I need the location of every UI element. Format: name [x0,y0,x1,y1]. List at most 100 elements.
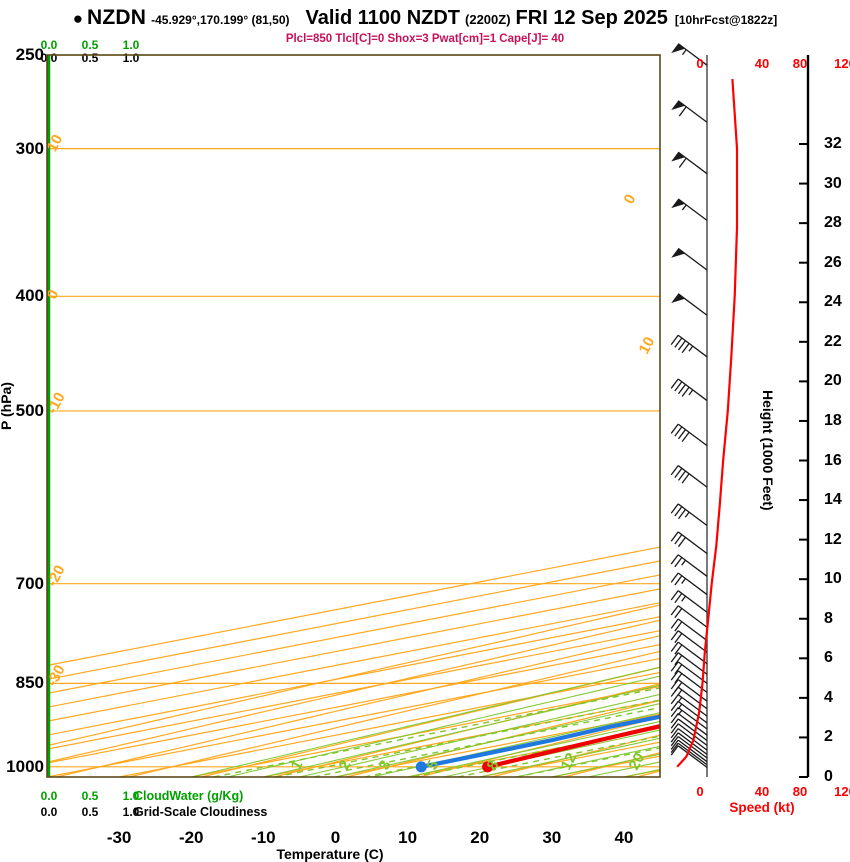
wind-barb [671,573,707,595]
mixing-ratio-label: 5 [424,758,443,773]
barb-full [671,719,678,728]
wind-barb [671,591,707,613]
pressure-tick-label: 700 [0,574,44,594]
valid-time-zulu: (2200Z) [465,12,511,27]
speed-tick-label: 120 [834,56,850,71]
barb-staff [678,555,707,577]
temperature-tick-label: 10 [398,828,417,848]
barb-full [679,107,686,116]
barb-staff [678,719,707,741]
station-marker-icon: ● [73,10,83,27]
speed-axis-title: Speed (kt) [729,800,794,815]
isotherm-label-right: 10 [636,334,659,357]
speed-tick-label: 0 [696,56,703,71]
height-tick-label: 0 [824,768,833,786]
height-tick-label: 8 [824,610,833,628]
wind-barb [671,424,707,446]
barb-staff [678,466,707,488]
barb-pennant [671,101,685,110]
cloudwater-top-green-label: 1.0 [123,38,140,52]
forecast-stamp: [10hrFcst@1822z] [675,13,777,27]
barb-staff [678,424,707,446]
barb-full [679,158,686,167]
barb-pennant [671,199,685,208]
barb-half [689,390,693,395]
wind-barb [671,379,707,401]
height-tick-label: 20 [824,372,842,390]
wind-barb-canvas [660,55,714,777]
plot-frame [47,55,660,777]
wind-barb [671,532,707,554]
height-tick-label: 28 [824,214,842,232]
barb-pennant [671,248,685,257]
station-id: NZDN [87,6,146,30]
cloudwater-legend: CloudWater (g/Kg) [134,789,243,803]
height-tick-label: 32 [824,135,842,153]
cloudwater-top-green-label: 0.5 [82,38,99,52]
wind-barb [671,619,707,641]
height-tick-label: 14 [824,491,842,509]
barb-half [682,596,686,601]
temperature-tick-label: -20 [179,828,204,848]
barb-staff [678,532,707,554]
barb-half [682,578,686,583]
speed-tick-label: 80 [793,784,807,799]
temperature-tick-label: 0 [331,828,340,848]
pressure-tick-label: 250 [0,45,44,65]
speed-tick-label: 120 [834,784,850,799]
height-tick-label: 30 [824,175,842,193]
barb-staff [678,707,707,729]
height-tick-label: 12 [824,531,842,549]
temperature-tick-label: -30 [107,828,132,848]
barb-half [682,50,686,55]
temperature-tick-label: -10 [251,828,276,848]
barb-pennant [671,294,685,303]
wind-barb [671,335,707,357]
cloudwater-top-green-label: 0.0 [41,38,58,52]
pressure-tick-label: 300 [0,139,44,159]
height-tick-label: 24 [824,293,842,311]
wind-barb [671,294,707,316]
barb-staff [678,619,707,641]
header-title-row: ● NZDN -45.929°,170.199° (81,50) Valid 1… [0,6,850,30]
barb-half [682,560,686,565]
temperature-tick-label: 30 [542,828,561,848]
wind-barb-panel [660,55,714,777]
height-tick-label: 18 [824,412,842,430]
valid-date: FRI 12 Sep 2025 [516,7,668,30]
barb-staff [678,248,707,270]
cloudwater-bottom-green-label: 0.0 [41,789,58,803]
height-tick-label: 10 [824,570,842,588]
barb-staff [678,335,707,357]
height-tick-label: 2 [824,728,833,746]
wind-barb [671,504,707,526]
cloudiness-bottom-black-label: 0.0 [41,805,58,819]
pressure-tick-label: 1000 [0,757,44,777]
height-tick-label: 26 [824,254,842,272]
pressure-tick-label: 500 [0,401,44,421]
height-tick-label: 4 [824,689,833,707]
height-tick-label: 16 [824,452,842,470]
isotherm-label-right: 0 [621,192,640,207]
speed-tick-label: 80 [793,56,807,71]
height-tick-label: 6 [824,649,833,667]
barb-half [689,346,693,351]
mixing-ratio-label: 3 [376,758,395,773]
barb-full [671,724,678,733]
barb-half [685,512,689,517]
barb-staff [678,504,707,526]
wind-barb [671,101,707,123]
pressure-tick-label: 400 [0,286,44,306]
barb-pennant [671,152,685,161]
cloudwater-bottom-green-label: 0.5 [82,789,99,803]
barb-half [682,205,686,210]
wind-barb [671,248,707,270]
station-coordinates: -45.929°,170.199° (81,50) [151,13,289,27]
wind-barb [671,555,707,577]
pressure-tick-label: 850 [0,673,44,693]
barb-staff [678,631,707,653]
height-tick-label: 22 [824,333,842,351]
